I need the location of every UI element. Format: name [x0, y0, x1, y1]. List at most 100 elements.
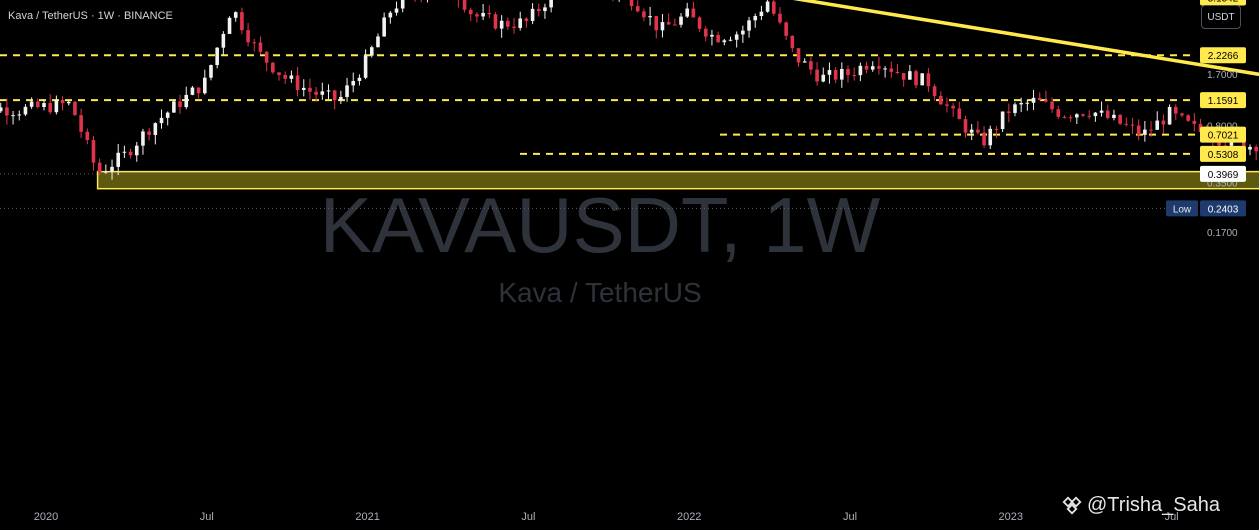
candle-body: [1167, 106, 1172, 125]
candle-body: [747, 20, 751, 31]
candle-body: [530, 8, 535, 21]
candle-body: [141, 131, 145, 146]
level-badge: [1200, 92, 1246, 109]
candle-body: [883, 68, 887, 70]
candle-body: [1149, 129, 1153, 131]
candle-body: [122, 151, 127, 153]
candle-body: [889, 68, 894, 72]
candle-body: [1087, 115, 1091, 117]
candle-body: [23, 106, 28, 115]
candle-body: [1118, 114, 1122, 124]
candle-body: [60, 99, 65, 104]
candle-body: [858, 65, 863, 76]
candle-body: [369, 47, 374, 56]
candle-body: [221, 33, 226, 48]
y-tick-label: 0.1700: [1207, 228, 1238, 239]
candle-body: [1031, 97, 1036, 103]
candle-body: [289, 75, 294, 79]
low-badge: [1200, 200, 1246, 217]
candle-body: [821, 74, 826, 82]
currency-button[interactable]: USDT: [1201, 5, 1241, 29]
candle-body: [815, 69, 819, 82]
candle-body: [110, 166, 114, 172]
candle-body: [1124, 123, 1129, 125]
candle-body: [178, 101, 182, 108]
level-value: 2.2266: [1208, 51, 1239, 62]
candle-body: [85, 131, 90, 141]
candle-body: [215, 47, 219, 66]
level-value: 0.5308: [1208, 150, 1239, 161]
candle-body: [765, 1, 770, 12]
candle-body: [1081, 114, 1085, 116]
x-tick-label: 2023: [999, 511, 1023, 523]
candle-body: [233, 12, 238, 18]
x-tick-label: Jul: [521, 511, 535, 523]
candle-body: [264, 51, 269, 63]
candle-body: [17, 114, 22, 116]
candle-body: [840, 68, 844, 80]
candle-body: [363, 55, 368, 78]
candle-body: [963, 119, 968, 133]
candle-body: [116, 152, 121, 167]
candle-body: [134, 145, 139, 156]
candle-body: [1192, 120, 1197, 124]
candle-body: [462, 0, 467, 10]
candle-body: [97, 162, 102, 173]
candle-body: [382, 17, 386, 37]
candle-body: [332, 90, 337, 101]
candle-body: [635, 6, 640, 12]
y-tick-label: 0.3500: [1207, 179, 1238, 190]
candle-body: [790, 35, 795, 49]
candle-body: [926, 73, 931, 87]
candle-body: [685, 8, 689, 17]
candle-body: [190, 87, 195, 95]
candle-body: [1248, 146, 1252, 150]
candle-body: [710, 34, 714, 37]
candle-body: [524, 18, 529, 21]
candle-body: [1044, 100, 1048, 102]
candle-body: [969, 129, 974, 133]
candle-body: [864, 65, 869, 70]
symbol-watermark: KAVAUSDT, 1W: [320, 181, 881, 269]
candle-body: [703, 28, 708, 37]
candle-body: [73, 101, 77, 116]
candle-body: [759, 11, 764, 17]
x-tick-label: 2020: [34, 511, 58, 523]
candle-body: [512, 26, 516, 28]
candle-body: [1136, 125, 1141, 135]
candle-body: [994, 128, 999, 130]
candle-body: [778, 13, 782, 23]
author-handle: @Trisha_Saha: [1087, 494, 1220, 516]
author-watermark: @Trisha_Saha: [1062, 494, 1220, 517]
candle-body: [29, 101, 34, 107]
candle-body: [957, 108, 962, 120]
candle-body: [895, 71, 900, 74]
x-tick-label: 2022: [677, 511, 701, 523]
candle-body: [308, 87, 312, 92]
candle-body: [648, 16, 652, 18]
candle-body: [951, 105, 955, 109]
candle-body: [1180, 113, 1184, 116]
candle-body: [1254, 146, 1258, 152]
candle-body: [833, 70, 838, 80]
candle-body: [642, 11, 646, 18]
candle-body: [1155, 120, 1160, 130]
candle-body: [493, 14, 498, 29]
current-price-badge: [1200, 165, 1246, 182]
candle-body: [320, 91, 325, 95]
candle-body: [104, 171, 108, 173]
low-tag: [1166, 200, 1198, 217]
candle-body: [42, 103, 46, 108]
support-zone: [96, 170, 1259, 190]
candle-body: [1037, 97, 1042, 101]
candle-body: [1186, 115, 1190, 121]
candle-body: [11, 115, 15, 117]
level-value: 5.1542: [1208, 0, 1239, 4]
x-tick-label: 2021: [355, 511, 379, 523]
candle-body: [920, 73, 925, 86]
x-tick-label: Jul: [200, 511, 214, 523]
candle-body: [0, 107, 3, 112]
candle-body: [271, 62, 275, 73]
candle-body: [400, 0, 405, 9]
